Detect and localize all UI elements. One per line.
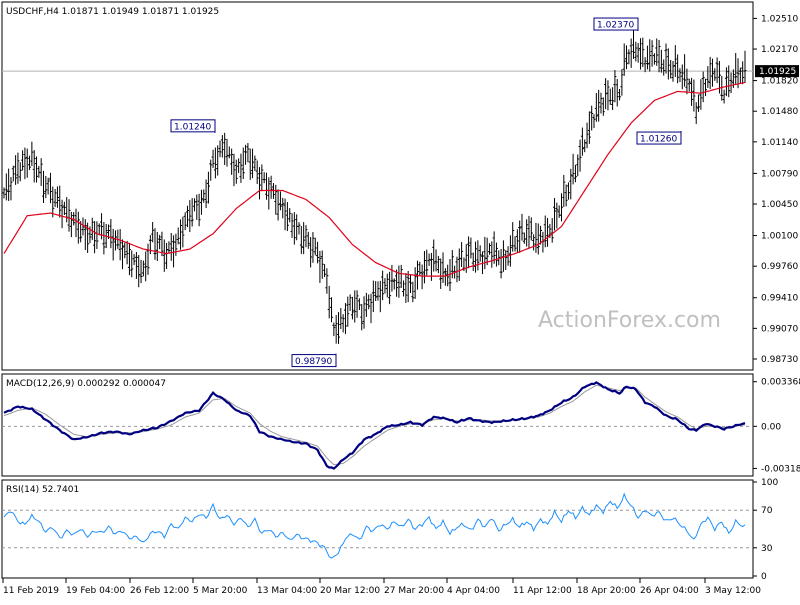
- price-y-tick-label: 0.99760: [761, 262, 798, 272]
- x-tick-label: 26 Feb 12:00: [130, 586, 189, 596]
- annotation-label: 1.01240: [174, 122, 211, 132]
- annotation-label: 1.01260: [640, 135, 677, 145]
- macd-series: [3, 381, 746, 470]
- price-y-tick-label: 1.00790: [761, 169, 798, 179]
- annotation-box: [593, 17, 639, 31]
- price-y-tick-label: 1.00450: [761, 200, 798, 210]
- price-y-tick-label: 0.99070: [761, 324, 798, 334]
- x-tick-label: 5 Mar 20:00: [193, 586, 248, 596]
- x-tick-label: 27 Mar 20:00: [384, 586, 444, 596]
- price-y-tick-label: 1.01480: [761, 107, 798, 117]
- rsi-y-tick-label: 70: [761, 506, 773, 516]
- price-annotation-low: 0.98790: [291, 353, 337, 368]
- price-y-tick-label: 1.01140: [761, 138, 798, 148]
- rsi-y-axis: 100 70 30 0: [753, 478, 778, 582]
- price-annotation-low: 1.01260: [636, 131, 682, 145]
- x-tick-label: 13 Mar 04:00: [257, 586, 317, 596]
- x-tick-label: 4 Apr 04:00: [447, 586, 500, 596]
- rsi-panel-title: RSI(14) 52.7401: [6, 485, 79, 495]
- price-y-tick-label: 1.02510: [761, 14, 798, 24]
- price-y-tick-label: 0.98730: [761, 355, 798, 365]
- watermark: ActionForex.com: [538, 308, 721, 333]
- annotation-box: [291, 354, 337, 368]
- price-y-tick-label: 0.99410: [761, 294, 798, 304]
- current-price-label: 1.01925: [759, 67, 796, 77]
- rsi-y-tick-label: 0: [761, 572, 767, 582]
- annotation-label: 1.02370: [597, 21, 634, 31]
- current-price-box: [755, 65, 799, 78]
- price-y-tick-label: 1.01820: [761, 77, 798, 87]
- price-annotation-high: 1.01240: [170, 119, 216, 133]
- price-y-tick-label: 1.00100: [761, 232, 798, 242]
- rsi-series: [3, 492, 746, 559]
- x-tick-label: 11 Feb 2019: [3, 586, 59, 596]
- price-annotation-high: 1.02370: [593, 17, 639, 32]
- x-tick-label: 19 Feb 04:00: [66, 586, 125, 596]
- macd-y-tick-label: 0.003368: [761, 378, 800, 388]
- macd-y-tick-label: 0.00: [761, 422, 781, 432]
- macd-panel: [1, 373, 754, 477]
- rsi-line: [3, 492, 746, 559]
- annotation-label: 0.98790: [295, 357, 332, 367]
- price-panel-title: USDCHF,H4 1.01871 1.01949 1.01871 1.0192…: [6, 7, 219, 17]
- rsi-panel: [1, 479, 754, 579]
- rsi-y-tick-label: 30: [761, 544, 773, 554]
- annotation-box: [170, 119, 216, 133]
- price-annotations: 1.01240 0.98790 1.02370 1.01260: [170, 17, 682, 368]
- rsi-y-tick-label: 100: [761, 478, 778, 488]
- moving-average-line: [3, 81, 746, 277]
- rsi-reference-lines: [2, 509, 753, 549]
- x-tick-label: 18 Apr 20:00: [577, 586, 636, 596]
- x-tick-label: 20 Mar 12:00: [320, 586, 380, 596]
- x-tick-label: 26 Apr 04:00: [640, 586, 699, 596]
- time-x-axis: 11 Feb 2019 19 Feb 04:00 26 Feb 12:00 5 Mar…: [2, 578, 761, 596]
- price-y-axis: 1.02510 1.02170 1.01820 1.01480 1.01140 1.007…: [753, 14, 799, 365]
- moving-average-series: [3, 81, 746, 277]
- price-y-tick-label: 1.02170: [761, 45, 798, 55]
- macd-panel-title: MACD(12,26,9) 0.000292 0.000047: [6, 379, 166, 389]
- x-tick-label: 3 May 12:00: [705, 586, 761, 596]
- annotation-box: [636, 131, 682, 145]
- macd-main-line: [3, 381, 746, 470]
- x-tick-label: 11 Apr 12:00: [513, 586, 572, 596]
